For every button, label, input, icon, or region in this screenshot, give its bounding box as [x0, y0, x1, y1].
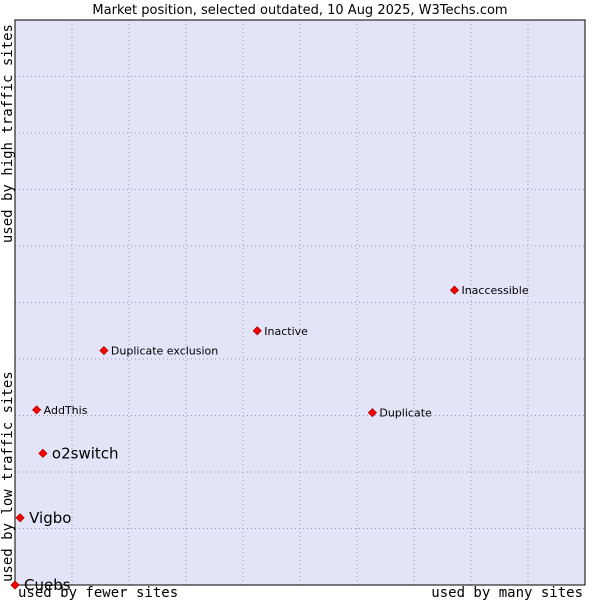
data-point-label: Duplicate exclusion: [111, 345, 218, 358]
data-point: Duplicate: [367, 407, 432, 420]
chart-title: Market position, selected outdated, 10 A…: [92, 3, 507, 18]
data-point-label: AddThis: [44, 404, 88, 417]
y-axis-label-bottom: used by low traffic sites: [0, 371, 16, 582]
data-point: o2switch: [38, 444, 119, 462]
data-point-marker: [32, 405, 42, 415]
data-point-label: Vigbo: [29, 509, 71, 527]
data-point: Inactive: [252, 325, 308, 338]
data-point: Cuebs: [10, 576, 71, 594]
grid-lines: [15, 20, 585, 585]
data-point-marker: [449, 285, 460, 295]
data-point: Inaccessible: [449, 284, 529, 297]
data-point-marker: [99, 345, 109, 356]
data-point-label: Inaccessible: [461, 284, 528, 297]
x-axis-label-right: used by many sites: [431, 585, 583, 600]
y-axis-label-top: used by high traffic sites: [0, 24, 16, 243]
data-point-label: o2switch: [52, 444, 119, 462]
data-point-marker: [252, 326, 262, 336]
data-points: Inaccessible Inactive Duplicate exclusion A…: [10, 284, 529, 594]
plot-frame: [14, 19, 586, 586]
data-point-marker: [10, 580, 20, 590]
data-point-marker: [38, 448, 48, 458]
data-point: Vigbo: [15, 509, 71, 527]
data-point-marker: [15, 513, 25, 523]
data-point: AddThis: [32, 404, 88, 417]
x-axis-label-left: used by fewer sites: [18, 585, 178, 600]
data-point-label: Inactive: [264, 325, 308, 338]
data-point: Duplicate exclusion: [99, 345, 218, 358]
data-point-marker: [367, 408, 377, 418]
data-point-label: Duplicate: [379, 407, 432, 420]
data-point-label: Cuebs: [24, 576, 71, 594]
